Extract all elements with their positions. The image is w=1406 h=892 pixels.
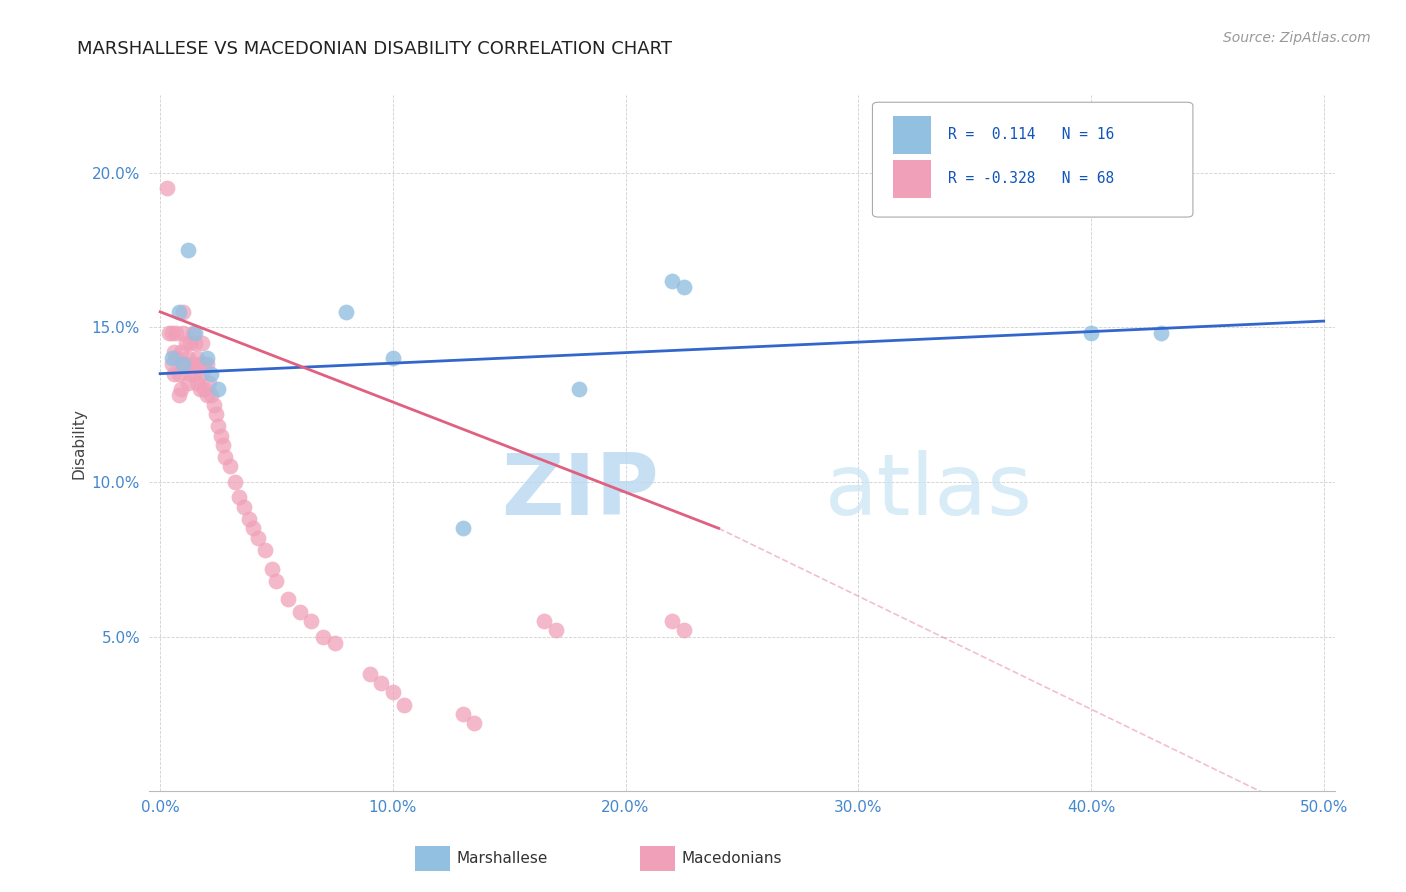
Point: [323, 636, 346, 650]
Point: [451, 521, 474, 535]
Point: [228, 491, 250, 505]
Point: [266, 574, 288, 588]
Text: atlas: atlas: [825, 450, 1033, 533]
FancyBboxPatch shape: [873, 103, 1192, 217]
Point: [159, 326, 181, 341]
Point: [174, 335, 197, 350]
Point: [260, 561, 283, 575]
Point: [394, 698, 416, 712]
Point: [167, 367, 190, 381]
Point: [661, 614, 683, 628]
Point: [177, 243, 200, 257]
Point: [205, 407, 228, 421]
Point: [156, 181, 179, 195]
Point: [195, 388, 218, 402]
Point: [209, 428, 232, 442]
Point: [253, 543, 276, 558]
Point: [381, 685, 404, 699]
Point: [232, 500, 254, 514]
Point: [207, 382, 229, 396]
Point: [312, 630, 335, 644]
Point: [207, 419, 229, 434]
Point: [214, 450, 236, 465]
Point: [170, 345, 193, 359]
Point: [533, 614, 555, 628]
Point: [181, 326, 204, 341]
Point: [184, 335, 207, 350]
Text: Source: ZipAtlas.com: Source: ZipAtlas.com: [1223, 31, 1371, 45]
Point: [188, 382, 211, 396]
Point: [198, 376, 221, 390]
Point: [335, 305, 357, 319]
Point: [381, 351, 404, 366]
Bar: [893, 116, 931, 154]
Point: [160, 326, 183, 341]
Point: [193, 357, 215, 371]
Point: [177, 376, 200, 390]
Point: [672, 624, 695, 638]
Point: [191, 335, 214, 350]
Point: [463, 716, 485, 731]
Point: [163, 345, 186, 359]
Bar: [893, 160, 931, 198]
Point: [177, 351, 200, 366]
Text: ZIP: ZIP: [501, 450, 659, 533]
Point: [195, 357, 218, 371]
Point: [568, 382, 591, 396]
Point: [174, 357, 197, 371]
Point: [661, 274, 683, 288]
Point: [163, 367, 186, 381]
Point: [188, 357, 211, 371]
Text: R = -0.328   N = 68: R = -0.328 N = 68: [949, 171, 1115, 186]
Y-axis label: Disability: Disability: [72, 408, 86, 479]
Point: [165, 351, 187, 366]
Text: Marshallese: Marshallese: [457, 851, 548, 865]
Point: [184, 367, 207, 381]
Point: [165, 326, 187, 341]
Point: [170, 382, 193, 396]
Point: [200, 367, 222, 381]
Point: [242, 521, 264, 535]
Text: Macedonians: Macedonians: [682, 851, 782, 865]
Point: [212, 438, 235, 452]
Point: [172, 305, 194, 319]
Point: [179, 367, 201, 381]
Point: [160, 351, 183, 366]
Point: [172, 357, 194, 371]
Point: [219, 459, 242, 474]
Point: [299, 614, 322, 628]
Point: [1080, 326, 1102, 341]
Point: [191, 367, 214, 381]
Point: [167, 388, 190, 402]
Point: [200, 388, 222, 402]
Point: [195, 351, 218, 366]
Point: [359, 666, 381, 681]
Point: [238, 512, 260, 526]
Point: [544, 624, 567, 638]
Point: [181, 357, 204, 371]
Point: [172, 326, 194, 341]
Text: MARSHALLESE VS MACEDONIAN DISABILITY CORRELATION CHART: MARSHALLESE VS MACEDONIAN DISABILITY COR…: [77, 40, 672, 58]
Point: [179, 335, 201, 350]
Point: [186, 351, 208, 366]
Point: [202, 398, 225, 412]
Point: [451, 706, 474, 721]
Text: R =  0.114   N = 16: R = 0.114 N = 16: [949, 128, 1115, 143]
Point: [246, 531, 269, 545]
Point: [172, 357, 194, 371]
Point: [1150, 326, 1173, 341]
Point: [193, 382, 215, 396]
Point: [160, 357, 183, 371]
Point: [184, 326, 207, 341]
Point: [672, 280, 695, 294]
Point: [370, 676, 392, 690]
Point: [186, 376, 208, 390]
Point: [224, 475, 246, 489]
Point: [288, 605, 311, 619]
Point: [167, 305, 190, 319]
Point: [277, 592, 299, 607]
